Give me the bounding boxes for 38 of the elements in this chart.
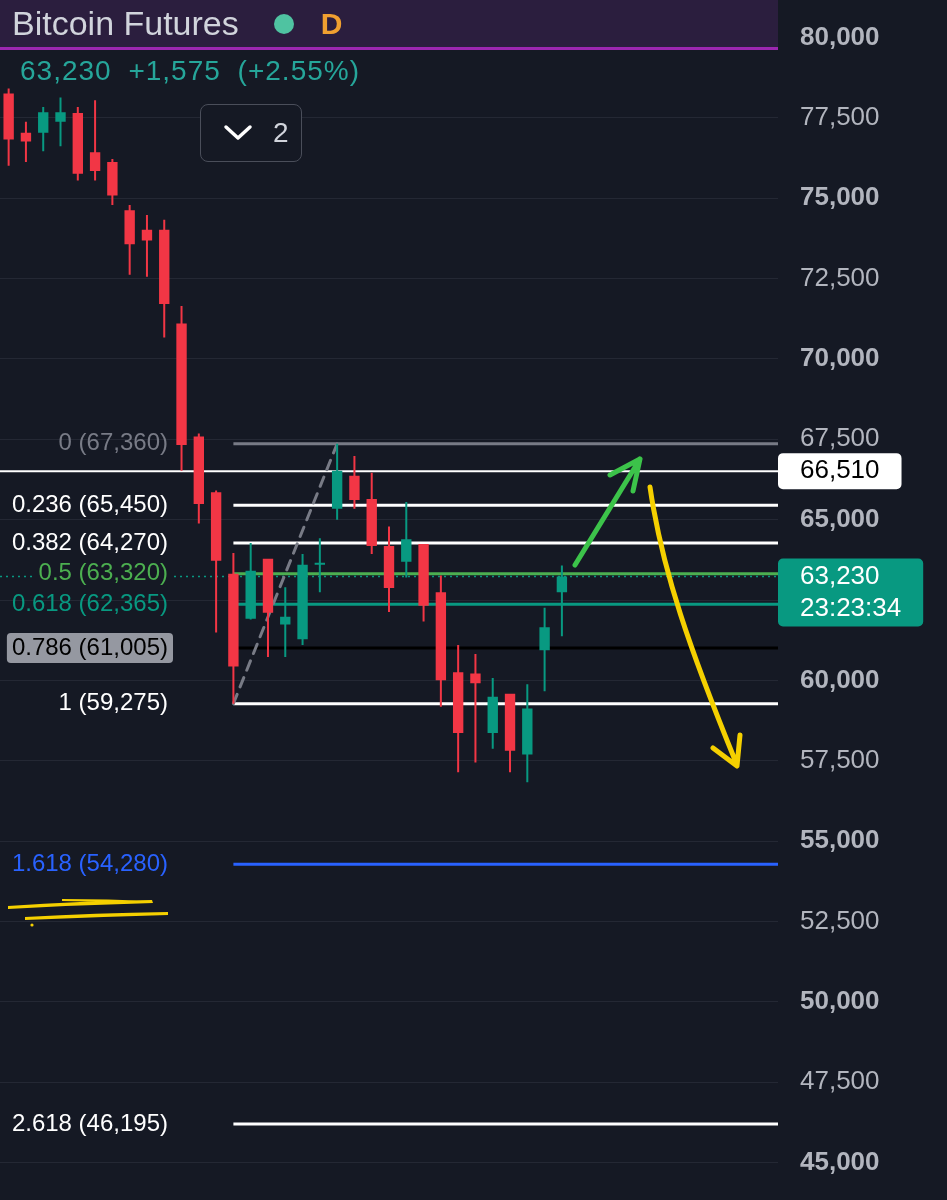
y-tick-label: 50,000 xyxy=(800,984,880,1015)
y-tick-label: 52,500 xyxy=(800,904,880,935)
y-tick-label: 60,000 xyxy=(800,663,880,694)
ref-line-label: 0.618 (62,365) xyxy=(11,588,168,616)
candlestick xyxy=(228,553,239,704)
y-tick-label: 72,500 xyxy=(800,261,880,292)
y-tick-label: 65,000 xyxy=(800,502,880,533)
text: 63,230 +1,575 (+2.55%) xyxy=(20,55,361,87)
y-tick-label: 80,000 xyxy=(800,20,880,51)
y-tick-label: 45,000 xyxy=(800,1145,880,1176)
ref-line-label: 0 (67,360) xyxy=(58,428,168,456)
ref-line-label: 2.618 (46,195) xyxy=(11,1108,168,1136)
candlestick xyxy=(349,456,360,509)
y-tick-label: 57,500 xyxy=(800,743,880,774)
y-tick-label: 75,000 xyxy=(800,181,880,212)
annotation: D xyxy=(320,6,343,41)
y-tick-label: 67,500 xyxy=(800,422,880,453)
text: 66,510 xyxy=(800,454,880,485)
y-tick-label: 70,000 xyxy=(800,342,880,373)
candlestick xyxy=(470,653,481,763)
candlestick xyxy=(539,607,550,692)
ref-line-label: 0.5 (63,320) xyxy=(38,558,168,586)
candlestick xyxy=(124,205,135,275)
text: 63,230 xyxy=(800,559,880,590)
ref-line-label: 1.618 (54,280) xyxy=(11,848,168,876)
collapse-button: 2 xyxy=(200,104,302,162)
ref-line-label: 0.786 (61,005) xyxy=(11,632,168,660)
annotation: 2 xyxy=(273,117,289,149)
ref-line-label: 0.382 (64,270) xyxy=(11,527,168,555)
chart-title: Bitcoin Futures xyxy=(12,4,239,43)
y-tick-label: 77,500 xyxy=(800,101,880,132)
candlestick xyxy=(55,97,66,147)
y-tick-label: 55,000 xyxy=(800,824,880,855)
candlestick xyxy=(418,544,429,622)
ref-line-label: 1 (59,275) xyxy=(58,688,168,716)
text: 23:23:34 xyxy=(800,591,902,622)
y-tick-label: 47,500 xyxy=(800,1065,880,1096)
ref-line-label: 0.236 (65,450) xyxy=(11,489,168,517)
